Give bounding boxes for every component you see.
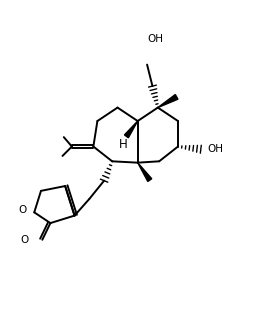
- Polygon shape: [124, 121, 138, 138]
- Text: O: O: [21, 235, 29, 245]
- Polygon shape: [138, 163, 152, 181]
- Text: O: O: [19, 205, 27, 215]
- Text: OH: OH: [147, 34, 163, 45]
- Text: OH: OH: [208, 144, 224, 154]
- Text: H: H: [119, 138, 127, 152]
- Polygon shape: [158, 94, 178, 108]
